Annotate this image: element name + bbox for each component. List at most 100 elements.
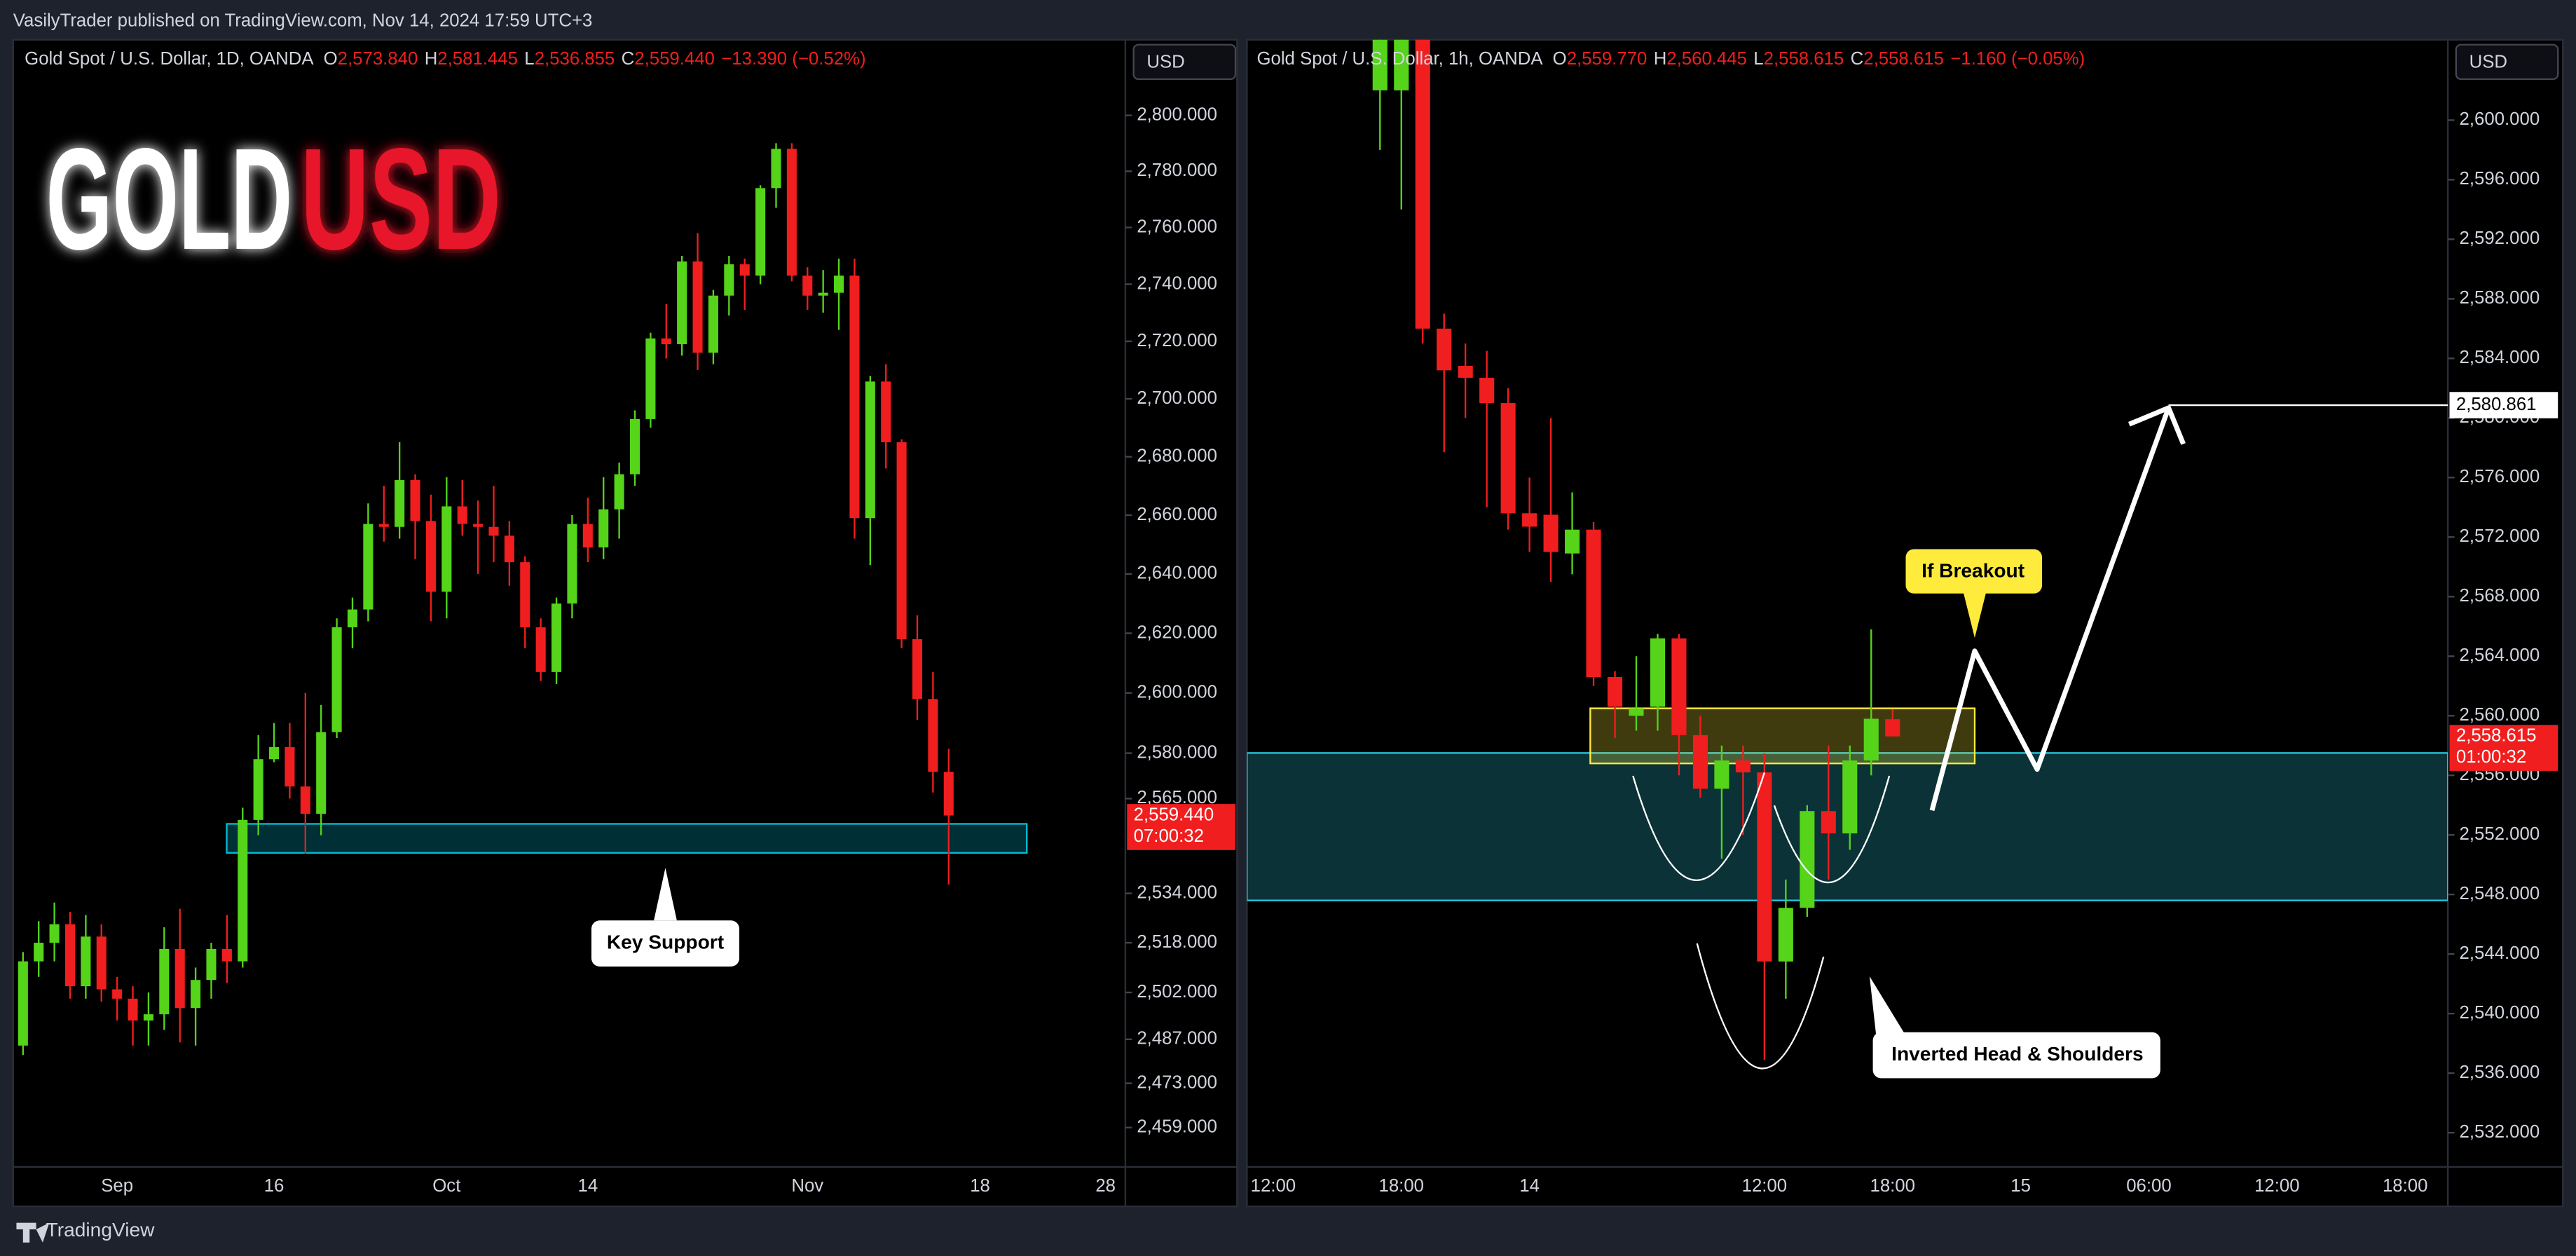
candle-body <box>253 759 263 820</box>
candle-body <box>269 746 280 760</box>
y-tick-label: 2,800.000 <box>1137 104 1217 124</box>
y-tick-label: 2,600.000 <box>2460 109 2540 129</box>
candle-body <box>18 961 28 1046</box>
candle-body <box>1692 735 1708 789</box>
candle-body <box>661 338 671 345</box>
candle-body <box>943 772 954 816</box>
watermark-usd: USD <box>301 118 501 280</box>
candle-body <box>425 521 436 592</box>
candle-body <box>300 786 310 814</box>
y-tick-label: 2,592.000 <box>2460 228 2540 248</box>
candle-body <box>928 699 938 772</box>
candle-body <box>96 936 107 990</box>
legend-value: 2,560.445 <box>1666 49 1747 69</box>
legend-key: H <box>1654 49 1667 69</box>
candle-body <box>174 948 185 1009</box>
y-tick-label: 2,568.000 <box>2460 586 2540 606</box>
candle-body <box>81 936 91 987</box>
y-tick-label: 2,680.000 <box>1137 446 1217 466</box>
candle-body <box>912 639 923 699</box>
legend-key: C <box>1851 49 1864 69</box>
callout-pointer <box>1963 592 1987 639</box>
footer-brand: TradingView <box>46 1219 155 1241</box>
symbol: Gold Spot / U.S. Dollar, 1D, OANDA <box>25 49 314 69</box>
y-tick-label: 2,760.000 <box>1137 217 1217 236</box>
candle-body <box>1671 638 1687 735</box>
left-shoulder-arc <box>1632 772 1765 881</box>
countdown-label: 07:00:32 <box>1134 826 1204 846</box>
y-tick-label: 2,548.000 <box>2460 884 2540 903</box>
callout-pointer <box>654 868 677 921</box>
y-tick-label: 2,552.000 <box>2460 824 2540 844</box>
legend-key: L <box>1753 49 1763 69</box>
y-tick-label: 2,534.000 <box>1137 882 1217 902</box>
candle-body <box>1629 708 1644 716</box>
candle-body <box>739 264 750 276</box>
candle-body <box>221 948 232 962</box>
candle-body <box>1607 676 1623 707</box>
candle-body <box>1842 760 1858 834</box>
y-tick-label: 2,576.000 <box>2460 467 2540 486</box>
y-tick-label: 2,700.000 <box>1137 388 1217 408</box>
candle-body <box>724 264 734 296</box>
candle-body <box>1522 513 1537 527</box>
candle-body <box>1565 529 1580 554</box>
candle-body <box>1650 638 1666 707</box>
right-panel <box>1246 39 2564 1208</box>
candle-body <box>771 149 781 189</box>
candle-body <box>128 998 138 1021</box>
candle-body <box>1394 39 1409 90</box>
x-tick-label: 12:00 <box>1251 1176 1296 1196</box>
candle-body <box>535 627 546 672</box>
candle-body <box>488 526 499 536</box>
candle-body <box>441 506 452 592</box>
candle-body <box>1778 908 1793 962</box>
y-tick-label: 2,544.000 <box>2460 943 2540 963</box>
logo-icon <box>16 1222 50 1243</box>
candle-body <box>1735 760 1751 772</box>
x-tick-label: 18:00 <box>1379 1176 1424 1196</box>
candle-body <box>818 292 828 296</box>
plot-area <box>1247 39 2448 1060</box>
legend-value: 2,581.445 <box>437 49 518 69</box>
candle-body <box>834 275 844 293</box>
candle-body <box>34 943 44 962</box>
candle-body <box>708 295 718 353</box>
annotations: GOLD USD Key Support If Breakout Inverte… <box>46 118 2186 1079</box>
candle-body <box>410 479 420 521</box>
candle-body <box>520 562 530 628</box>
x-tick-label: 28 <box>1095 1176 1116 1196</box>
arrow-head <box>2128 405 2186 445</box>
candle-body <box>849 275 860 519</box>
y-tick-label: 2,536.000 <box>2460 1063 2540 1082</box>
candle-body <box>1885 719 1900 737</box>
target-label-box <box>2449 392 2558 418</box>
callout-box <box>1905 549 2043 594</box>
x-tick-label: Nov <box>791 1176 823 1196</box>
y-tick-label: 2,580.000 <box>1137 742 1217 762</box>
candle-body <box>786 149 797 276</box>
x-tick-label: 15 <box>2010 1176 2031 1196</box>
candle-body <box>881 381 891 442</box>
x-tick-label: 14 <box>1519 1176 1540 1196</box>
candle-body <box>551 603 562 672</box>
callout-pointer <box>1869 976 1906 1036</box>
y-tick-label: 2,502.000 <box>1137 982 1217 1002</box>
legend-value: 2,573.840 <box>338 49 418 69</box>
x-tick-label: 18:00 <box>1870 1176 1914 1196</box>
candle-body <box>1800 811 1815 908</box>
head-arc <box>1696 943 1825 1070</box>
candle-body <box>1543 514 1558 552</box>
y-tick-label: 2,600.000 <box>1137 683 1217 702</box>
left-chart: 2,800.000 2,780.000 2,760.000 2,740.000 2,72… <box>18 43 1237 1196</box>
y-tick-label: 2,660.000 <box>1137 505 1217 524</box>
candle-body <box>49 924 60 943</box>
right-chart: 2,600.000 2,596.000 2,592.000 2,588.000 2,58… <box>1247 39 2559 1196</box>
y-tick-label: 2,540.000 <box>2460 1003 2540 1023</box>
last-price-box <box>1127 804 1235 850</box>
candle-body <box>1863 718 1879 760</box>
chart-legend: Gold Spot / U.S. Dollar, 1D, OANDA O2,573… <box>25 49 865 69</box>
symbol: Gold Spot / U.S. Dollar, 1h, OANDA <box>1256 49 1543 69</box>
y-tick-label: 2,572.000 <box>2460 526 2540 546</box>
x-tick-label: 06:00 <box>2126 1176 2171 1196</box>
